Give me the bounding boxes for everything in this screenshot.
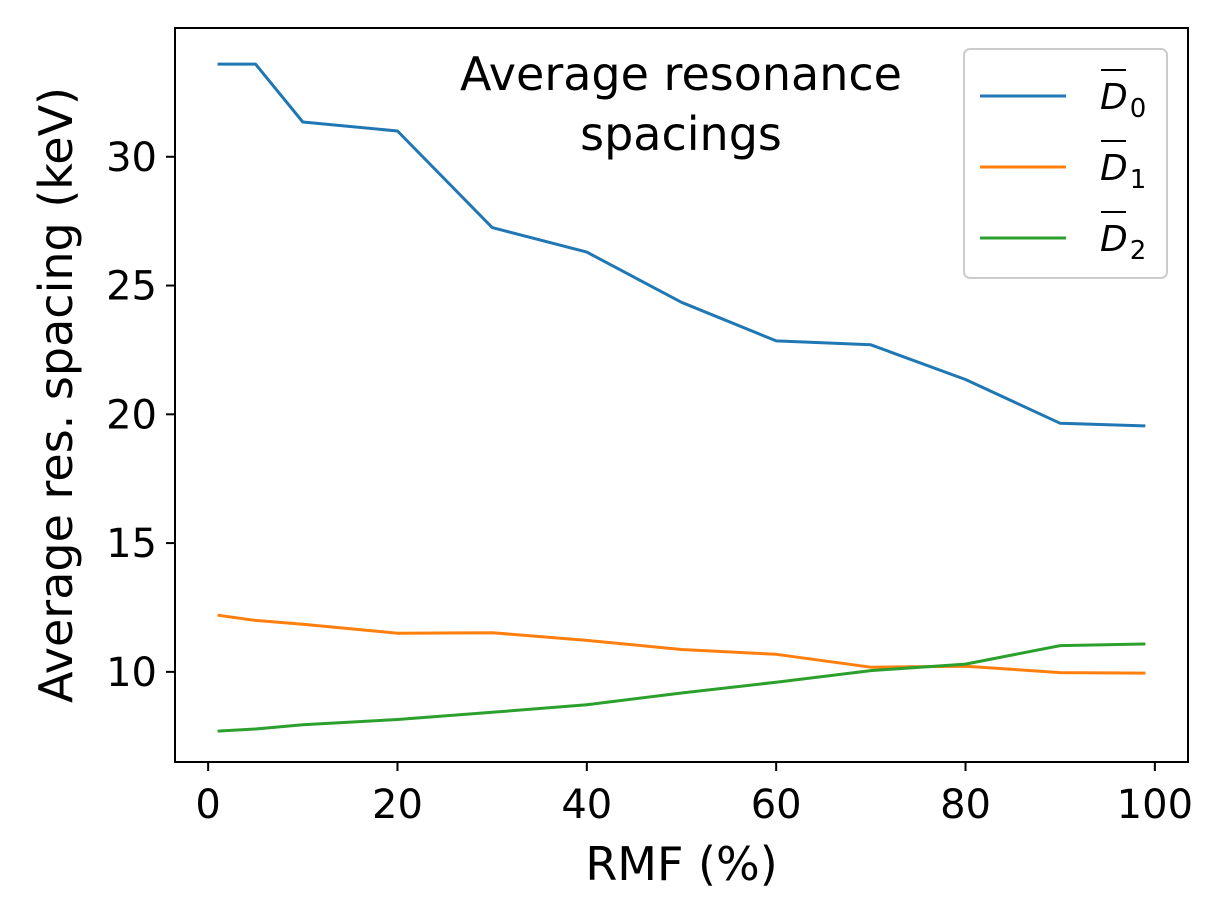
y-tick-label-2: 20 — [106, 392, 157, 438]
series-line-1 — [217, 613, 1146, 675]
legend-label-0: D0 — [1100, 77, 1146, 124]
x-tick-label-0: 0 — [195, 782, 220, 828]
x-tick-label-4: 80 — [940, 782, 991, 828]
axes-frame — [174, 27, 1189, 763]
x-tick-label-3: 60 — [751, 782, 802, 828]
x-tick-label-2: 40 — [561, 782, 612, 828]
legend: D0 D1 D2 — [963, 48, 1168, 279]
series-line-2 — [217, 642, 1146, 733]
y-tick-label-1: 15 — [106, 521, 157, 567]
y-tick-label-0: 10 — [106, 650, 157, 696]
legend-label-2: D2 — [1100, 219, 1146, 266]
x-axis-label: RMF (%) — [585, 837, 777, 891]
series-line-0 — [217, 62, 1146, 428]
y-tick-label-3: 25 — [106, 264, 157, 310]
ticks-layer: 0 20 40 60 80 100 10 15 20 25 30 — [106, 135, 1193, 828]
x-tick-label-1: 20 — [372, 782, 423, 828]
legend-box — [963, 48, 1168, 279]
y-axis-label: Average res. spacing (keV) — [29, 87, 83, 703]
legend-label-1: D1 — [1100, 148, 1146, 195]
chart-title-line-1: Average resonance — [460, 47, 902, 101]
plot-layer — [217, 62, 1146, 733]
chart-title-line-2: spacings — [580, 107, 782, 161]
y-tick-label-4: 30 — [106, 135, 157, 181]
x-tick-label-5: 100 — [1117, 782, 1193, 828]
